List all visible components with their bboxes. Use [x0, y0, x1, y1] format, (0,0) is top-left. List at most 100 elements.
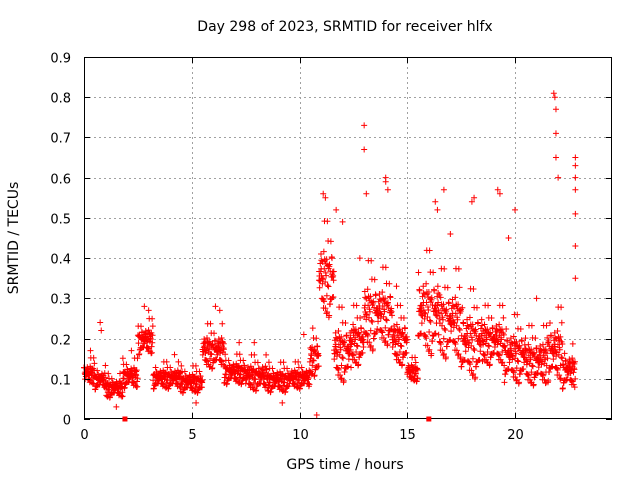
data-point	[367, 293, 374, 300]
data-point	[426, 247, 433, 254]
data-point	[309, 357, 316, 364]
data-point	[568, 377, 575, 384]
data-point	[442, 326, 449, 333]
data-point	[467, 361, 474, 368]
data-point	[435, 307, 442, 314]
data-point	[505, 235, 512, 241]
data-point	[434, 206, 441, 213]
x-axis-title: GPS time / hours	[286, 457, 403, 473]
data-point	[382, 316, 389, 323]
data-point	[522, 335, 529, 342]
data-point	[296, 385, 303, 392]
data-point	[344, 363, 351, 370]
data-point	[393, 321, 400, 328]
data-point	[348, 341, 355, 348]
data-point	[494, 186, 501, 193]
data-point	[530, 349, 537, 356]
data-point	[396, 336, 403, 343]
data-point	[148, 343, 155, 350]
data-point	[460, 320, 467, 327]
data-point	[366, 308, 373, 315]
data-point	[333, 353, 340, 360]
data-point	[436, 338, 443, 345]
data-point	[263, 366, 270, 373]
data-point	[499, 302, 506, 309]
data-point	[113, 403, 120, 410]
data-point	[470, 285, 477, 292]
data-point	[557, 375, 564, 382]
data-point	[525, 341, 532, 348]
data-point	[222, 351, 229, 358]
data-point	[384, 340, 391, 347]
data-point	[552, 130, 559, 137]
data-point	[284, 383, 291, 390]
data-point	[456, 326, 463, 333]
data-point	[285, 383, 292, 390]
data-point	[167, 364, 174, 371]
plot-frame	[84, 57, 612, 419]
data-point	[180, 389, 187, 396]
data-point	[250, 372, 257, 379]
data-point	[284, 365, 291, 372]
data-point	[352, 326, 359, 333]
data-point	[368, 257, 375, 264]
data-point	[348, 364, 355, 371]
data-point	[397, 302, 404, 309]
data-point	[510, 369, 517, 376]
data-point	[545, 377, 552, 384]
data-point	[494, 341, 501, 348]
data-point	[554, 365, 561, 372]
data-point	[212, 338, 219, 345]
data-point	[437, 339, 444, 346]
data-point	[90, 380, 97, 387]
data-point	[353, 342, 360, 349]
data-point	[358, 325, 365, 332]
data-point	[97, 319, 104, 326]
data-point	[94, 367, 101, 374]
data-point	[204, 335, 210, 342]
data-point	[382, 178, 389, 185]
data-point	[545, 338, 552, 345]
data-point	[516, 342, 523, 349]
data-point	[219, 320, 226, 327]
data-point	[367, 327, 374, 334]
data-point	[559, 341, 566, 348]
data-point	[451, 339, 458, 346]
y-tick-label: 0.5	[50, 213, 71, 228]
data-point	[377, 315, 384, 322]
y-tick-label: 0.4	[50, 253, 71, 268]
data-point	[480, 341, 487, 348]
data-point	[426, 317, 433, 324]
data-point	[178, 362, 185, 369]
data-point	[145, 307, 152, 314]
data-point	[324, 309, 331, 316]
data-point	[315, 363, 322, 370]
data-point	[403, 349, 410, 356]
data-point	[455, 350, 462, 357]
data-point	[145, 327, 152, 334]
data-point	[342, 319, 349, 326]
data-point	[533, 345, 540, 352]
data-point	[496, 190, 503, 197]
data-point	[491, 349, 498, 356]
data-point	[319, 275, 326, 282]
data-point	[367, 342, 374, 349]
data-point	[459, 304, 466, 311]
data-point	[374, 325, 381, 332]
data-point	[469, 355, 476, 362]
data-point	[383, 317, 390, 324]
y-tick-label: 0.8	[50, 92, 71, 107]
data-point	[434, 302, 441, 309]
data-point	[569, 355, 576, 362]
data-point	[440, 186, 447, 193]
data-point	[527, 356, 534, 363]
data-point	[321, 298, 328, 305]
data-point	[455, 335, 462, 342]
data-point	[532, 335, 539, 342]
data-point	[148, 349, 155, 356]
data-point	[134, 383, 141, 390]
data-point	[570, 369, 577, 376]
tick-labels: 0 0.1 0.2 0.3 0.4 0.5 0.6 0.7 0.8 0.9 0 5 10 15 20	[50, 52, 523, 444]
data-point	[478, 316, 485, 323]
data-point	[370, 298, 377, 305]
